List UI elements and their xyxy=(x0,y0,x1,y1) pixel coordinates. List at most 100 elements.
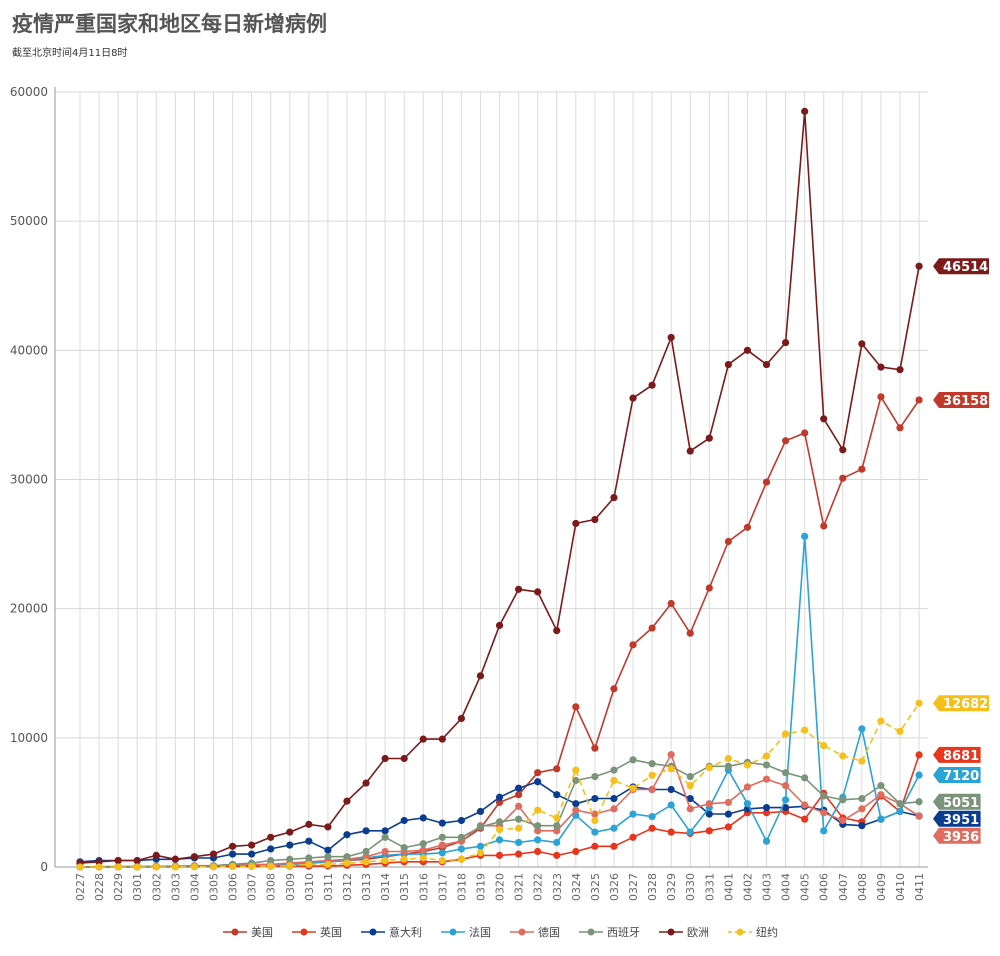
y-tick-label: 30000 xyxy=(10,473,48,487)
x-tick-label: 0310 xyxy=(303,873,316,901)
legend-swatch xyxy=(728,928,752,936)
legend-swatch xyxy=(579,928,603,936)
x-tick-label: 0404 xyxy=(780,873,793,901)
x-tick-label: 0312 xyxy=(341,873,354,901)
data-point xyxy=(572,806,580,814)
data-point xyxy=(324,823,332,831)
data-point xyxy=(896,366,904,374)
data-point xyxy=(457,845,465,853)
end-label-text: 12682 xyxy=(943,697,988,712)
legend-swatch-dot xyxy=(300,928,308,936)
end-label-text: 7120 xyxy=(943,769,979,784)
series-欧洲 xyxy=(76,107,923,867)
data-point xyxy=(515,791,523,799)
legend-label: 意大利 xyxy=(389,926,422,939)
data-point xyxy=(858,805,866,813)
data-point xyxy=(667,599,675,608)
data-point xyxy=(534,822,542,830)
data-point xyxy=(877,717,885,725)
data-point xyxy=(705,584,713,592)
legend-swatch xyxy=(223,928,247,936)
data-point xyxy=(228,842,237,850)
x-tick-label: 0319 xyxy=(474,873,487,901)
legend-item: 英国 xyxy=(291,924,342,940)
data-point xyxy=(591,794,599,803)
data-point xyxy=(495,836,504,844)
legend-item: 法国 xyxy=(440,924,491,940)
data-point xyxy=(820,741,828,750)
data-point xyxy=(305,854,313,862)
data-point xyxy=(648,771,656,779)
x-tick-label: 0410 xyxy=(894,873,907,901)
data-point xyxy=(686,772,694,781)
data-point xyxy=(534,778,542,786)
data-point xyxy=(553,838,561,847)
end-label-tag xyxy=(933,827,981,844)
data-point xyxy=(171,855,179,863)
data-point xyxy=(495,621,504,630)
data-point xyxy=(248,841,256,849)
end-label: 36158 xyxy=(933,391,989,409)
data-point xyxy=(648,824,656,832)
x-tick-label: 0402 xyxy=(741,873,754,901)
x-tick-label: 0304 xyxy=(188,873,201,901)
data-point xyxy=(820,809,828,817)
data-point xyxy=(362,827,370,835)
data-point xyxy=(381,847,389,856)
legend-label: 美国 xyxy=(251,926,273,939)
data-point xyxy=(743,783,752,791)
data-point xyxy=(476,823,485,831)
data-point xyxy=(457,855,465,863)
data-point xyxy=(438,856,446,865)
data-point xyxy=(667,333,675,342)
data-point xyxy=(877,393,885,401)
y-tick-label: 40000 xyxy=(10,343,48,357)
legend-swatch xyxy=(659,928,683,936)
x-tick-label: 0328 xyxy=(646,873,659,901)
data-point xyxy=(343,831,351,839)
data-point xyxy=(629,833,637,841)
x-tick-label: 0311 xyxy=(322,873,335,901)
y-tick-label: 60000 xyxy=(10,85,48,99)
data-point xyxy=(705,763,713,772)
x-tick-label: 0305 xyxy=(207,873,220,901)
x-tick-label: 0316 xyxy=(417,873,430,901)
data-point xyxy=(419,840,427,848)
data-point xyxy=(667,751,675,759)
data-point xyxy=(839,446,847,454)
data-point xyxy=(324,846,332,854)
data-point xyxy=(724,537,732,546)
x-tick-label: 0302 xyxy=(150,873,163,901)
data-point xyxy=(743,346,752,354)
data-point xyxy=(724,810,732,818)
data-point xyxy=(515,802,523,810)
data-point xyxy=(648,813,656,821)
data-point xyxy=(553,814,561,822)
data-point xyxy=(705,810,713,818)
x-tick-label: 0326 xyxy=(608,873,621,901)
x-tick-label: 0306 xyxy=(227,873,240,901)
data-point xyxy=(515,838,523,847)
end-label-tag xyxy=(933,695,989,712)
data-point xyxy=(591,828,599,836)
series-纽约 xyxy=(76,699,923,871)
legend-swatch-dot xyxy=(449,928,457,936)
data-point xyxy=(267,833,275,841)
data-point xyxy=(190,863,199,871)
data-point xyxy=(686,629,694,637)
data-point xyxy=(610,842,618,850)
data-point xyxy=(686,805,694,813)
data-point xyxy=(820,522,828,530)
data-point xyxy=(419,846,427,854)
legend-item: 西班牙 xyxy=(578,924,640,940)
end-label-text: 5051 xyxy=(943,796,979,811)
end-label-text: 3951 xyxy=(943,813,979,828)
data-point xyxy=(324,853,332,861)
data-point xyxy=(114,856,122,865)
end-labels: 46514 36158 12682 8681 7120 5051 3951 3936 xyxy=(933,258,989,845)
data-point xyxy=(553,822,561,830)
data-point xyxy=(686,782,694,790)
data-point xyxy=(495,793,504,801)
data-point xyxy=(820,827,828,835)
data-point xyxy=(324,860,332,869)
